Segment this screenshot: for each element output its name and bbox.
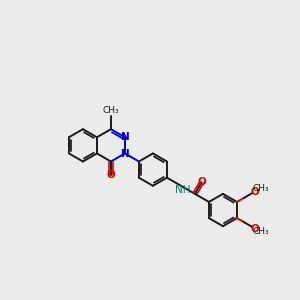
Text: O: O [106,170,115,180]
Text: NH: NH [175,185,190,195]
Text: O: O [197,177,206,188]
Text: N: N [121,132,130,142]
Text: N: N [121,149,130,159]
Text: O: O [250,187,260,196]
Text: CH₃: CH₃ [253,184,269,193]
Text: O: O [250,224,260,233]
Text: CH₃: CH₃ [103,106,119,115]
Text: CH₃: CH₃ [253,227,269,236]
